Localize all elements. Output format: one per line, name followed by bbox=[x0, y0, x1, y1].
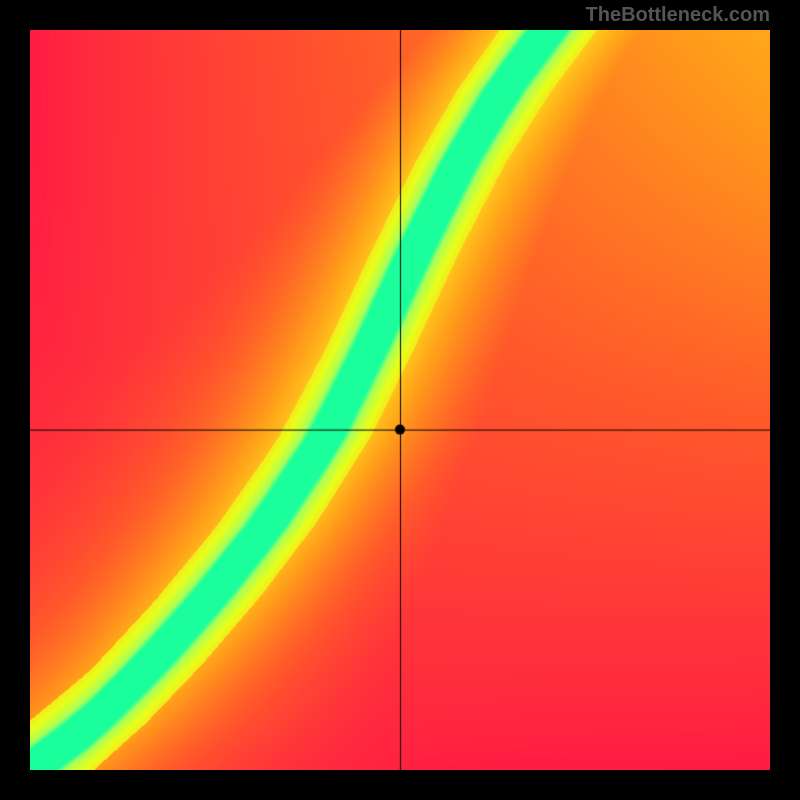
chart-container: TheBottleneck.com bbox=[0, 0, 800, 800]
bottleneck-heatmap bbox=[30, 30, 770, 770]
watermark-text: TheBottleneck.com bbox=[586, 4, 770, 27]
